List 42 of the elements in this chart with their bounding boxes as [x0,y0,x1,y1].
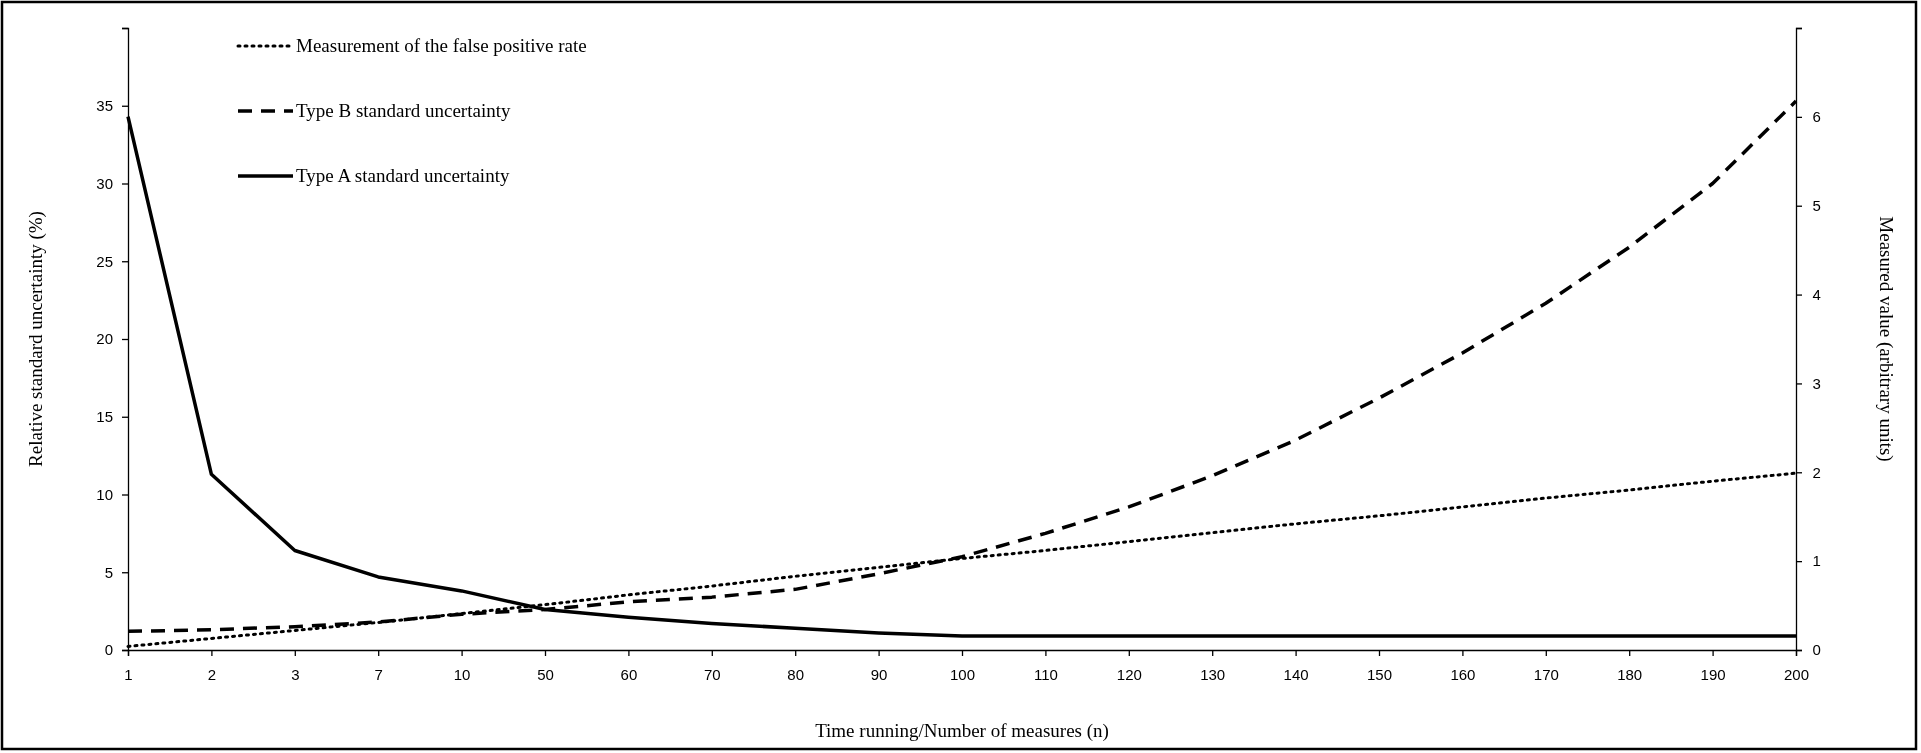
legend-label: Measurement of the false positive rate [296,35,587,56]
y-tick-label: 5 [104,563,113,581]
x-tick-label: 70 [703,666,721,683]
y-tick-label: 0 [104,641,113,659]
y-tick-label: 10 [96,485,113,503]
y2-tick-label: 0 [1812,641,1821,659]
y2-tick-label: 4 [1812,285,1821,303]
x-tick-label: 1 [124,666,133,683]
x-tick-label: 200 [1783,666,1810,683]
x-tick-label: 150 [1366,666,1393,683]
y2-tick-label: 1 [1812,552,1821,570]
x-axis-title: Time running/Number of measures (n) [815,720,1109,742]
x-tick-label: 90 [870,666,888,683]
x-tick-label: 50 [537,666,554,683]
y2-tick-label: 5 [1812,197,1821,215]
y-tick-label: 35 [96,97,113,115]
x-tick-label: 140 [1283,666,1309,683]
x-tick-label: 80 [787,666,805,683]
y-tick-label: 30 [96,174,113,192]
x-tick-label: 180 [1617,666,1643,683]
y2-tick-label: 2 [1812,463,1821,481]
x-tick-label: 60 [620,666,638,683]
x-tick-label: 100 [949,666,976,683]
y-tick-label: 25 [96,252,113,270]
legend-label: Type A standard uncertainty [296,165,510,186]
x-tick-label: 160 [1450,666,1476,683]
x-tick-label: 3 [291,666,300,683]
legend-label: Type B standard uncertainty [296,100,511,121]
y-tick-label: 20 [96,330,113,348]
y-tick-label: 15 [96,408,113,426]
x-tick-label: 110 [1033,666,1058,683]
x-tick-label: 7 [374,666,383,683]
x-tick-label: 190 [1700,666,1726,683]
x-tick-label: 130 [1200,666,1226,683]
x-tick-label: 170 [1533,666,1559,683]
y2-tick-label: 3 [1812,374,1821,392]
y2-axis-title: Measured value (arbitrary units) [1875,216,1897,462]
x-tick-label: 2 [207,666,217,683]
x-tick-label: 120 [1116,666,1142,683]
y-axis-title: Relative standard uncertainty (%) [25,211,47,467]
y2-tick-label: 6 [1812,108,1821,126]
x-tick-label: 10 [453,666,471,683]
